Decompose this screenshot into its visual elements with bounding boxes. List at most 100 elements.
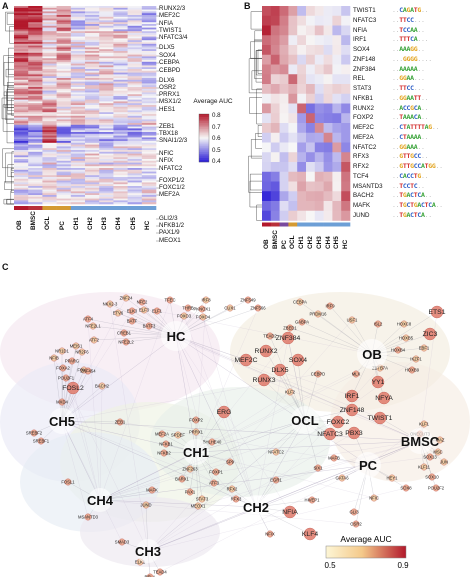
heat-cell — [70, 137, 86, 140]
hub-label: OCL — [291, 413, 319, 428]
logo-letter: . — [392, 152, 396, 161]
group-bar-segment — [70, 206, 86, 210]
panel-b-column-label: CH4 — [324, 235, 332, 249]
heat-cell — [113, 124, 128, 127]
heat-cell — [14, 78, 29, 81]
heat-cell — [28, 78, 43, 81]
heat-cell — [99, 97, 114, 100]
dendrogram-branch — [6, 199, 14, 205]
tf-node — [84, 367, 92, 375]
tf-node-label: SP9 — [226, 460, 235, 465]
heat-cell — [56, 198, 72, 201]
heat-cell — [288, 210, 298, 221]
hub-edge — [99, 451, 197, 501]
heat-cell — [141, 52, 157, 55]
heat-cell — [127, 87, 143, 90]
logo-letter: T — [399, 84, 403, 92]
network-edge — [109, 303, 149, 552]
heat-cell — [42, 191, 57, 194]
heat-cell — [113, 29, 128, 32]
heat-cell — [28, 11, 43, 14]
logo-letter: . — [435, 201, 440, 209]
heat-cell — [42, 101, 57, 104]
heat-cell — [99, 180, 114, 183]
heat-cell — [99, 60, 114, 63]
sequence-logo: ..GTTGCC.. — [392, 151, 429, 162]
heat-cell — [42, 124, 57, 127]
heat-cell — [99, 168, 114, 171]
heat-cell — [306, 181, 316, 192]
heat-cell — [99, 87, 114, 90]
heat-cell — [85, 180, 100, 183]
heat-cell — [127, 126, 143, 129]
heat-cell — [70, 63, 86, 66]
panel-a-gene-label: NFATC2 — [159, 165, 183, 172]
heat-cell — [99, 58, 114, 61]
heat-cell — [28, 187, 43, 190]
heat-cell — [56, 182, 72, 185]
colorbar-step — [199, 159, 209, 161]
heat-cell — [99, 173, 114, 176]
heat-cell — [28, 160, 43, 163]
heat-cell — [85, 162, 100, 165]
logo-letter: G — [402, 210, 407, 219]
heat-cell — [279, 45, 289, 56]
heat-cell — [70, 175, 86, 178]
heat-cell — [127, 101, 143, 104]
tf-node-label: NFKB1 — [159, 442, 173, 447]
heat-cell — [113, 146, 128, 149]
heat-cell — [141, 76, 157, 79]
heat-cell — [127, 18, 143, 21]
logo-letter: A — [421, 162, 425, 170]
heat-cell — [141, 178, 157, 181]
heat-cell — [14, 133, 29, 136]
heat-cell — [85, 45, 100, 48]
heat-cell — [270, 171, 280, 182]
heat-cell — [99, 18, 114, 21]
group-cloud — [80, 497, 220, 567]
heat-cell — [56, 169, 72, 172]
logo-letter: . — [392, 103, 396, 112]
heat-cell — [314, 113, 324, 124]
heat-cell — [127, 49, 143, 52]
panel-a-colorbar — [198, 113, 210, 163]
heat-cell — [127, 155, 143, 158]
tf-node — [432, 484, 440, 492]
heat-cell — [28, 166, 43, 169]
heat-cell — [70, 70, 86, 73]
heat-cell — [127, 164, 143, 167]
heat-cell — [113, 191, 128, 194]
tf-node-label: PKNOX1 — [194, 307, 212, 312]
tf-node — [186, 465, 194, 473]
heat-cell — [99, 155, 114, 158]
logo-letter: G — [399, 93, 403, 102]
panel-b-heatmap — [262, 6, 351, 221]
heat-cell — [42, 178, 57, 181]
tf-node-label: FOXP1 — [209, 470, 223, 475]
heat-cell — [99, 105, 114, 108]
heat-cell — [332, 181, 342, 192]
heat-cell — [42, 112, 57, 115]
tf-node-label: SREBF2 — [26, 431, 43, 436]
heat-cell — [28, 42, 43, 45]
heat-cell — [70, 81, 86, 84]
heat-cell — [341, 171, 351, 182]
heat-cell — [70, 83, 86, 86]
colorbar-step — [199, 121, 209, 123]
heat-cell — [314, 123, 324, 134]
heat-cell — [141, 150, 157, 153]
heat-cell — [70, 108, 86, 111]
heat-cell — [113, 182, 128, 185]
logo-letter: C — [417, 210, 421, 219]
heat-cell — [141, 200, 157, 203]
heat-cell — [141, 191, 157, 194]
heat-cell — [99, 13, 114, 16]
sequence-logo: ..CTATTTTAG.. — [392, 122, 439, 133]
dendrogram-branch — [8, 47, 14, 75]
heat-cell — [141, 180, 157, 183]
tf-node-label: NFE2 — [137, 300, 148, 305]
heat-cell — [42, 117, 57, 120]
logo-letter: A — [410, 25, 414, 34]
heat-cell — [28, 157, 43, 160]
tf-node-label: SOX10 — [425, 475, 439, 480]
